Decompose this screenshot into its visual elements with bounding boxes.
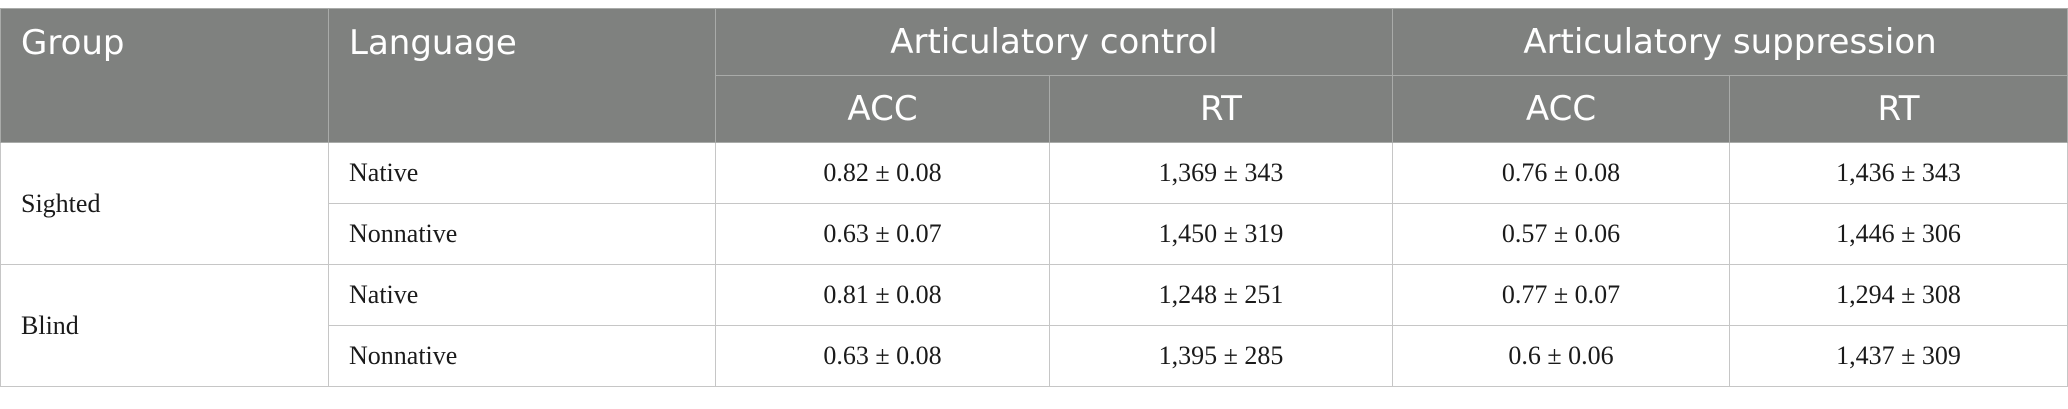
language-cell: Nonnative: [328, 203, 716, 265]
suppression-acc-cell: 0.6 ± 0.06: [1392, 325, 1730, 387]
header-control-acc: ACC: [715, 75, 1050, 143]
table-row: Nonnative 0.63 ± 0.07 1,450 ± 319 0.57 ±…: [1, 203, 2068, 265]
header-language: Language: [328, 8, 716, 143]
language-cell: Nonnative: [328, 325, 716, 387]
results-table-container: Group Language Articulatory control Arti…: [0, 8, 2068, 387]
suppression-rt-cell: 1,446 ± 306: [1728, 203, 2068, 265]
control-acc-cell: 0.63 ± 0.07: [715, 203, 1050, 265]
control-rt-cell: 1,450 ± 319: [1049, 203, 1393, 265]
suppression-rt-cell: 1,437 ± 309: [1728, 325, 2068, 387]
table-row: Nonnative 0.63 ± 0.08 1,395 ± 285 0.6 ± …: [1, 325, 2068, 387]
group-cell-blind: Blind: [0, 264, 329, 387]
header-suppression-acc: ACC: [1392, 75, 1730, 143]
language-cell: Native: [328, 142, 716, 204]
control-rt-cell: 1,395 ± 285: [1049, 325, 1393, 387]
suppression-rt-cell: 1,436 ± 343: [1728, 142, 2068, 204]
control-acc-cell: 0.63 ± 0.08: [715, 325, 1050, 387]
header-group: Group: [0, 8, 329, 143]
header-control-rt: RT: [1049, 75, 1393, 143]
suppression-acc-cell: 0.77 ± 0.07: [1392, 264, 1730, 326]
suppression-acc-cell: 0.76 ± 0.08: [1392, 142, 1730, 204]
header-articulatory-suppression: Articulatory suppression: [1391, 8, 2068, 76]
header-articulatory-control: Articulatory control: [715, 8, 1393, 76]
control-acc-cell: 0.82 ± 0.08: [715, 142, 1050, 204]
group-cell-sighted: Sighted: [0, 142, 329, 265]
table-body: Sighted Native 0.82 ± 0.08 1,369 ± 343 0…: [0, 142, 2068, 387]
language-cell: Native: [328, 264, 716, 326]
header-suppression-rt: RT: [1728, 75, 2068, 143]
table-row: Sighted Native 0.82 ± 0.08 1,369 ± 343 0…: [0, 142, 2068, 265]
control-rt-cell: 1,369 ± 343: [1049, 142, 1393, 204]
table-row: Blind Native 0.81 ± 0.08 1,248 ± 251 0.7…: [0, 264, 2068, 387]
suppression-acc-cell: 0.57 ± 0.06: [1392, 203, 1730, 265]
table-header: Group Language Articulatory control Arti…: [0, 8, 2068, 143]
control-acc-cell: 0.81 ± 0.08: [715, 264, 1050, 326]
results-table: Group Language Articulatory control Arti…: [0, 8, 2068, 387]
control-rt-cell: 1,248 ± 251: [1049, 264, 1393, 326]
suppression-rt-cell: 1,294 ± 308: [1728, 264, 2068, 326]
